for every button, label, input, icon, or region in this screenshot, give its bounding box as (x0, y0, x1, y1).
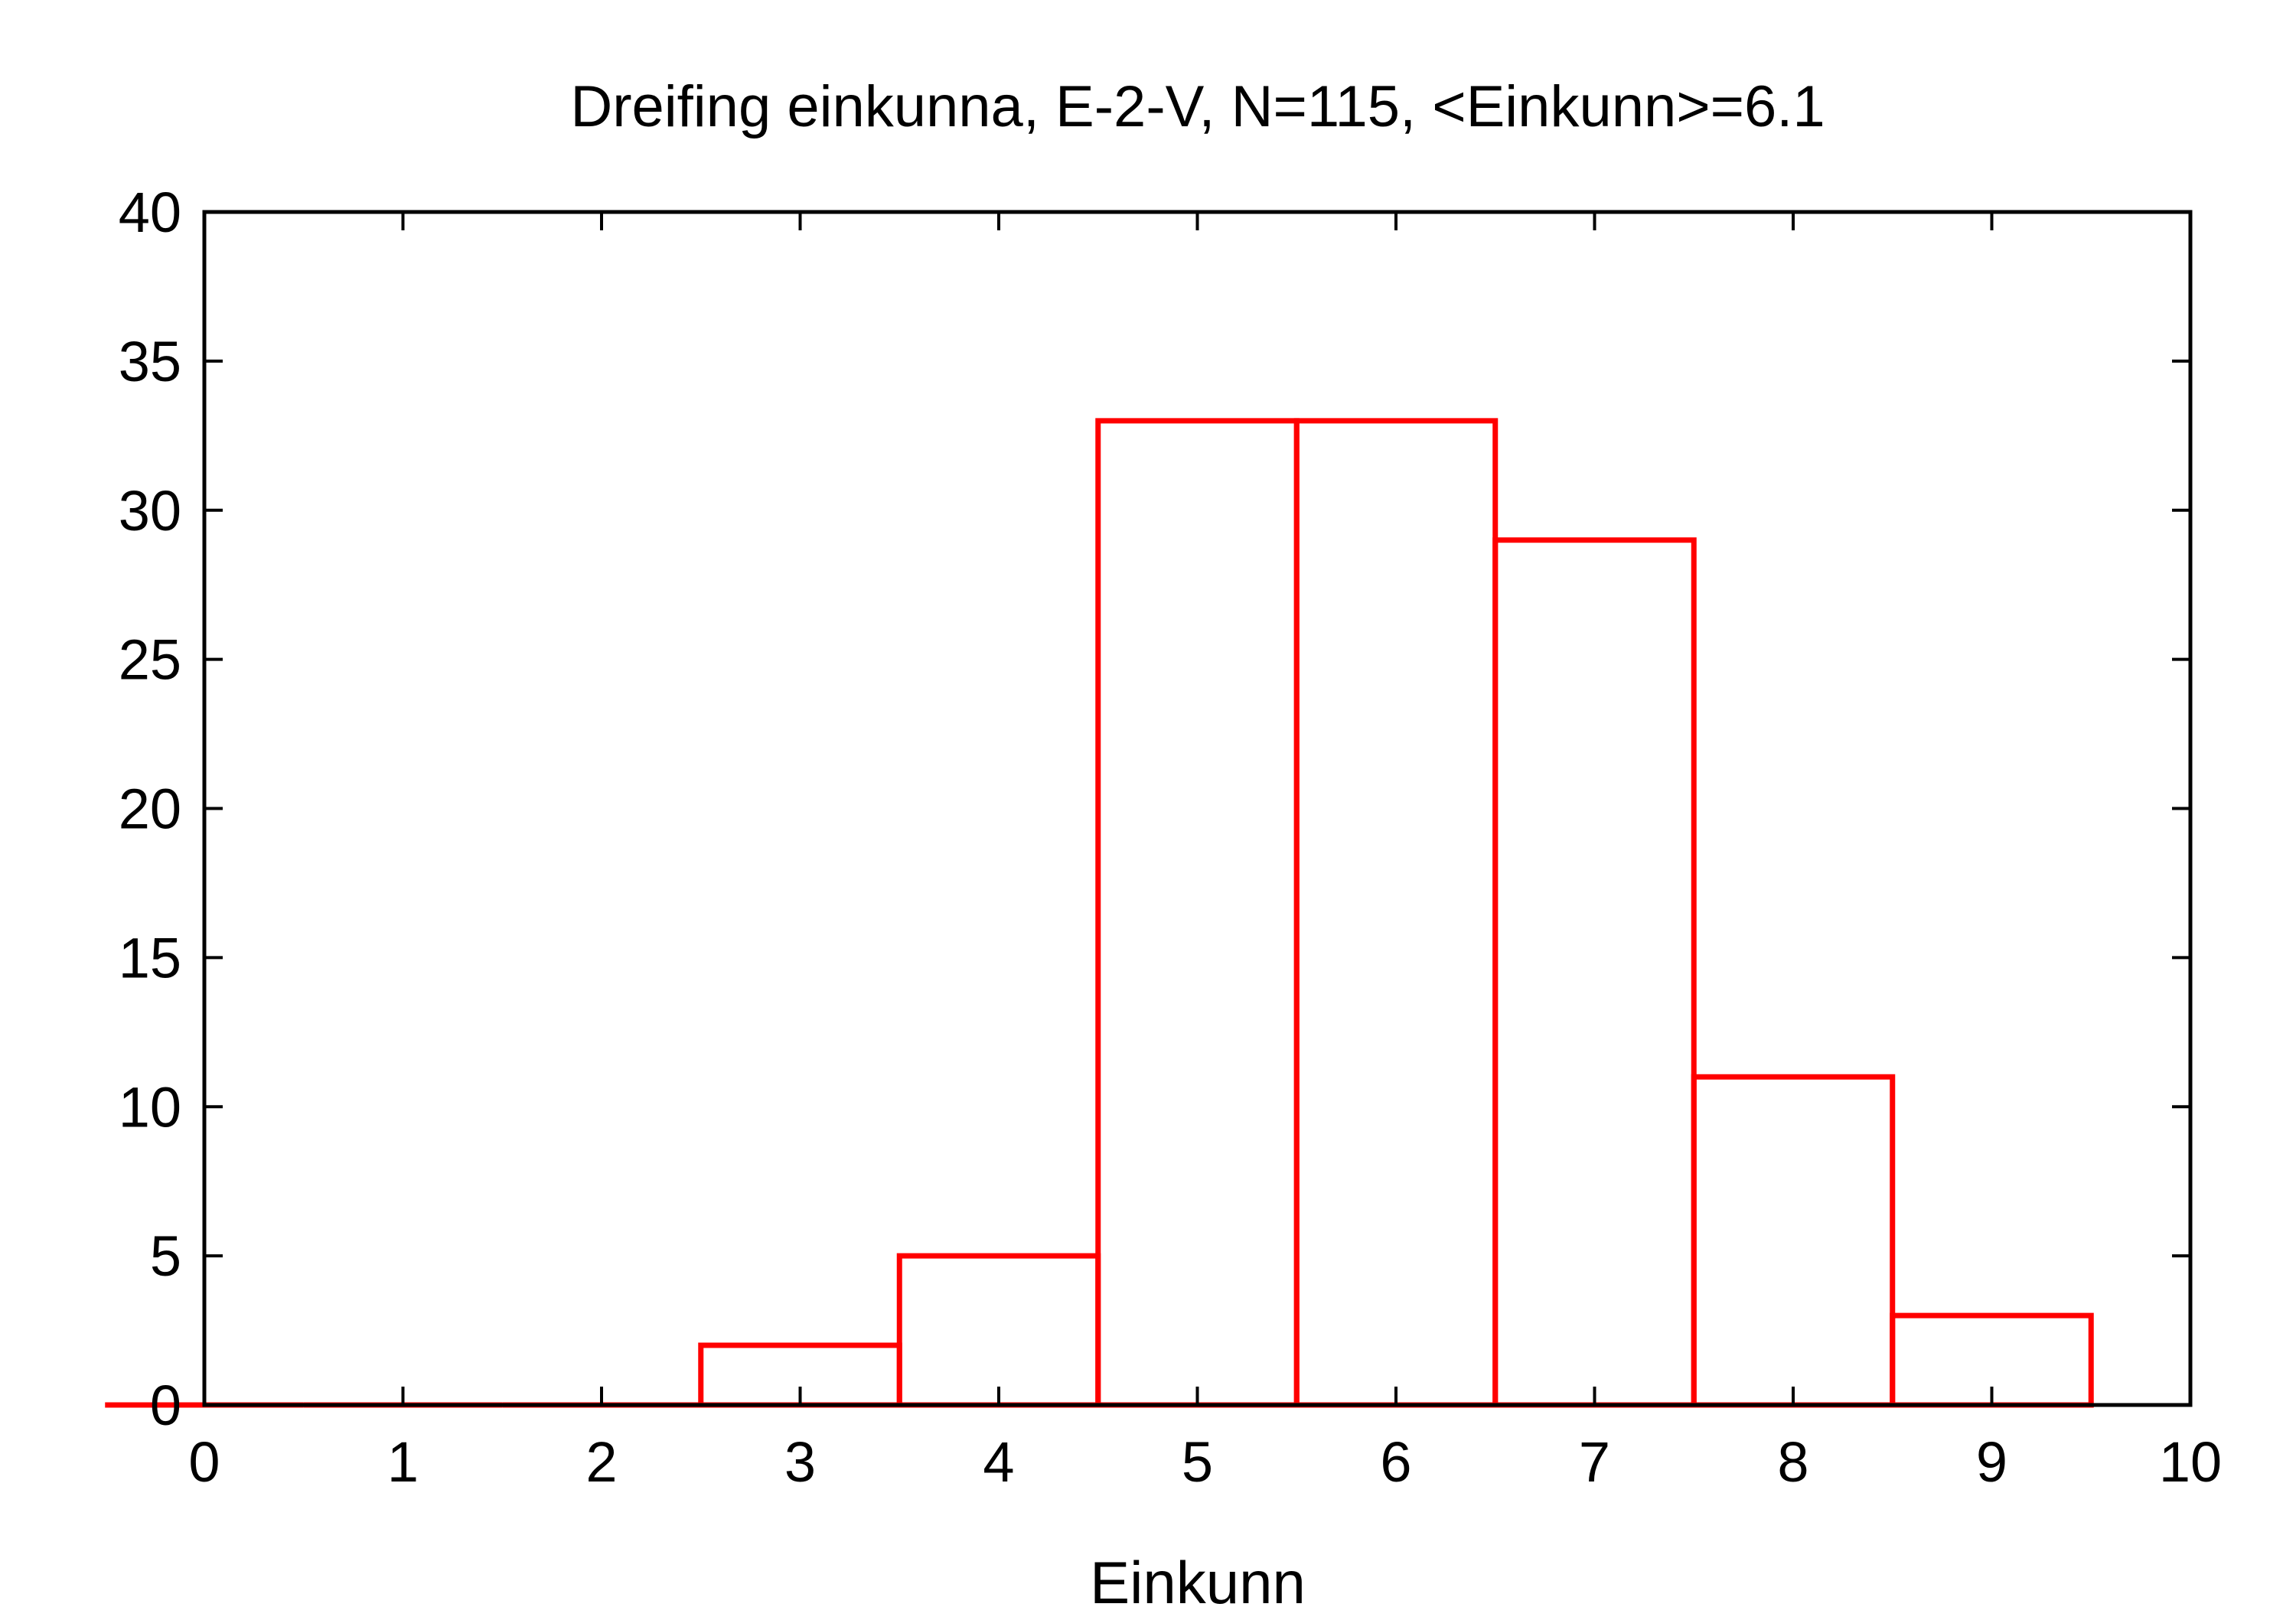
x-tick-label: 7 (1579, 1430, 1610, 1494)
x-tick-label: 1 (387, 1430, 419, 1494)
x-tick-label: 5 (1182, 1430, 1213, 1494)
y-tick-label: 10 (119, 1075, 181, 1139)
y-tick-label: 25 (119, 628, 181, 692)
x-tick-label: 6 (1380, 1430, 1411, 1494)
y-tick-label: 15 (119, 926, 181, 989)
y-tick-label: 35 (119, 330, 181, 393)
histogram-bar (1293, 418, 1499, 1408)
plot-frame (202, 210, 2193, 1407)
histogram-bar (1691, 1074, 1896, 1408)
x-tick-label: 0 (188, 1430, 220, 1494)
y-tick-label: 40 (119, 181, 181, 244)
x-tick-label: 8 (1777, 1430, 1808, 1494)
y-tick-label: 5 (150, 1224, 181, 1288)
x-tick-label: 4 (983, 1430, 1014, 1494)
bars-group (105, 418, 2094, 1408)
x-tick-label: 10 (2159, 1430, 2222, 1494)
x-axis: 0 1 2 3 4 5 6 7 8 9 10 (188, 212, 2222, 1494)
y-tick-label: 0 (150, 1374, 181, 1437)
x-tick-label: 9 (1976, 1430, 2007, 1494)
y-axis: 0 5 10 15 20 25 30 35 40 (119, 181, 2190, 1437)
histogram-bar (1492, 537, 1697, 1408)
x-tick-label: 2 (585, 1430, 617, 1494)
chart-title: Dreifing einkunna, E-2-V, N=115, <Einkun… (570, 74, 1825, 139)
histogram-bar (1095, 418, 1300, 1408)
y-tick-label: 20 (119, 777, 181, 841)
y-tick-label: 30 (119, 479, 181, 543)
x-tick-label: 3 (784, 1430, 816, 1494)
x-axis-label: Einkunn (1090, 1549, 1306, 1607)
histogram-bar (896, 1253, 1101, 1408)
